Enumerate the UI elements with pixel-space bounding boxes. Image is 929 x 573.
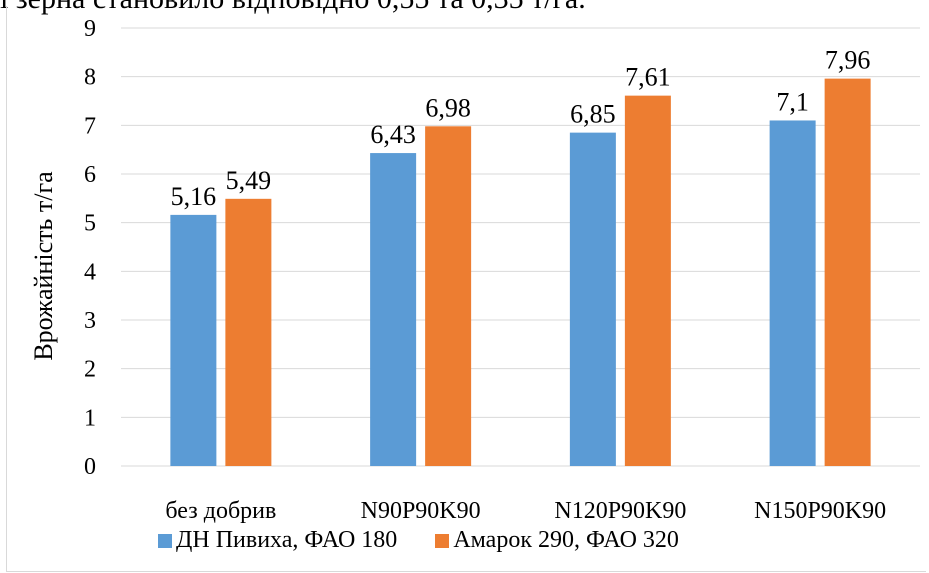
y-tick-label: 5: [84, 211, 96, 237]
legend: ДН Пивиха, ФАО 180 Амарок 290, ФАО 320: [158, 527, 717, 554]
y-axis-label: Врожайність т/га: [29, 171, 58, 361]
x-category-label: N150P90K90: [754, 498, 886, 524]
x-category-label: без добрив: [165, 498, 276, 524]
y-tick-label: 6: [84, 162, 96, 188]
data-label: 5,16: [171, 182, 217, 211]
data-label: 7,96: [825, 46, 871, 75]
y-tick-label: 8: [84, 65, 96, 91]
legend-item-series-1: ДН Пивиха, ФАО 180: [158, 527, 397, 554]
y-tick-label: 1: [84, 405, 96, 431]
data-label: 6,85: [570, 100, 616, 129]
data-label: 7,61: [625, 63, 671, 92]
legend-swatch-series-2: [435, 533, 450, 548]
y-tick-label: 7: [84, 113, 96, 139]
legend-label-series-2: Амарок 290, ФАО 320: [453, 527, 679, 553]
bars: [170, 78, 871, 466]
x-category-label: N90P90K90: [361, 498, 481, 524]
bar: [569, 132, 616, 466]
y-axis-ticks: 0 1 2 3 4 5 6 7 8 9: [84, 16, 96, 480]
legend-label-series-1: ДН Пивиха, ФАО 180: [176, 527, 398, 553]
x-axis-categories: без добрив N90P90K90 N120P90K90 N150P90K90: [165, 498, 886, 524]
data-label: 6,43: [370, 120, 416, 149]
y-tick-label: 4: [84, 259, 96, 285]
legend-swatch-series-1: [158, 533, 172, 548]
x-category-label: N120P90K90: [554, 498, 686, 524]
data-label: 5,49: [226, 166, 272, 195]
y-tick-label: 2: [84, 357, 96, 383]
y-tick-label: 9: [84, 16, 96, 42]
chart-frame: [6, 6, 926, 572]
data-labels: 5,16 5,49 6,43 6,98 6,85 7,61 7,1 7,96: [171, 46, 871, 211]
y-tick-label: 0: [84, 454, 96, 480]
bar: [170, 214, 217, 466]
bar: [769, 120, 816, 466]
data-label: 6,98: [425, 93, 471, 122]
bar: [370, 153, 417, 466]
header-text: і зерна становило відповідно 0,55 та 0,3…: [0, 0, 929, 15]
bar: [624, 95, 671, 466]
legend-item-series-2: Амарок 290, ФАО 320: [435, 527, 679, 554]
y-tick-label: 3: [84, 308, 96, 334]
bar: [225, 198, 272, 466]
bar: [824, 78, 871, 466]
bar: [425, 126, 472, 466]
data-label: 7,1: [776, 87, 809, 116]
